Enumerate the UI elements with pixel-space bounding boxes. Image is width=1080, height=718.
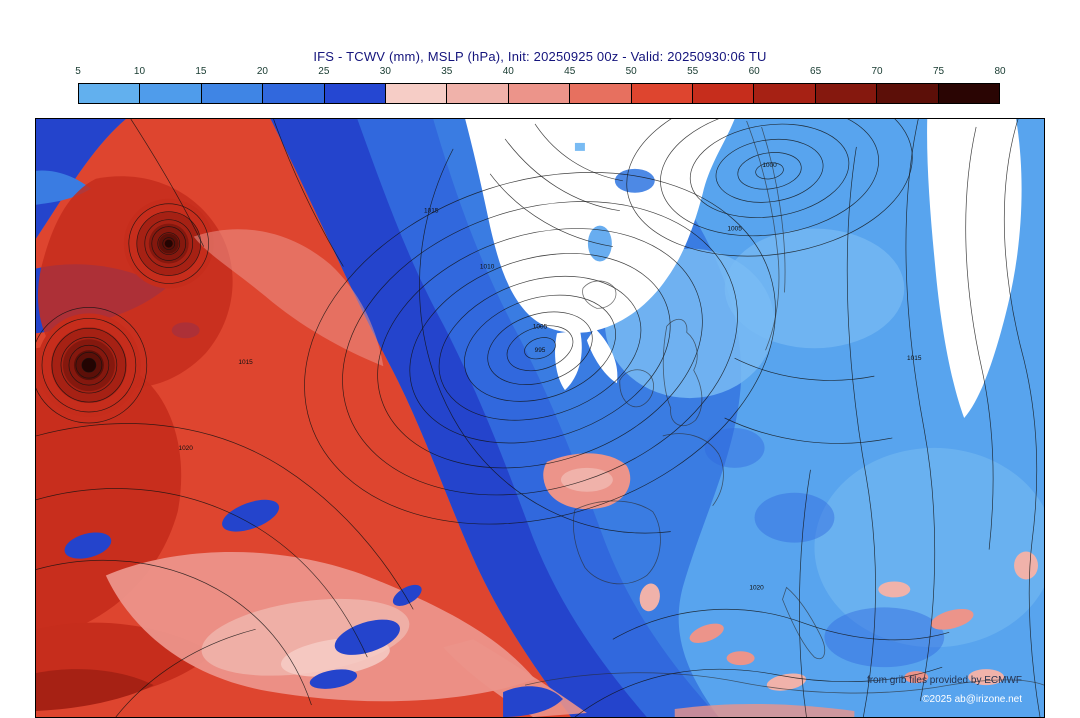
isobar-label: 1015 [238, 359, 253, 366]
tcwv-dry-white-strip [927, 119, 1022, 418]
isobar-label: 1015 [424, 208, 439, 215]
colorbar-tick: 20 [256, 66, 268, 77]
tcwv-dark-blue-band [270, 119, 647, 717]
colorbar: 5 10 15 20 25 30 35 40 45 50 55 60 65 70 75 80 [75, 66, 1006, 104]
isobar-label: 995 [535, 347, 546, 354]
tcwv-shading [36, 119, 1044, 717]
colorbar-tick: 25 [318, 66, 330, 77]
colorbar-segment [508, 84, 571, 103]
colorbar-tick: 60 [748, 66, 760, 77]
hurricane-vortex-2 [36, 313, 141, 418]
colorbar-segment [570, 84, 632, 103]
colorbar-tick: 5 [75, 66, 81, 77]
isobar-label: 1000 [762, 162, 777, 169]
colorbar-segment [938, 84, 1000, 103]
colorbar-tick: 40 [502, 66, 514, 77]
colorbar-tick: 30 [379, 66, 391, 77]
map-area: 995 1005 1010 1015 1000 1005 1015 1020 1015 1020 … [35, 118, 1045, 718]
isobar-label: 1010 [480, 264, 495, 271]
isobar-label: 1015 [907, 355, 922, 362]
colorbar-bar [78, 83, 1000, 104]
colorbar-tick: 80 [994, 66, 1006, 77]
isobar-label: 1005 [727, 226, 742, 233]
isobar-label: 1020 [749, 584, 764, 591]
isobar-label: 1020 [179, 445, 194, 452]
tcwv-mid-blue-band [357, 119, 719, 717]
colorbar-tick: 75 [932, 66, 945, 77]
colorbar-tick: 70 [871, 66, 883, 77]
colorbar-segment [447, 84, 509, 103]
colorbar-segment [386, 84, 448, 103]
weather-map-svg: 995 1005 1010 1015 1000 1005 1015 1020 1015 1020 [36, 119, 1044, 717]
isobar-label: 1005 [533, 323, 548, 330]
isobar-labels: 995 1005 1010 1015 1000 1005 1015 1020 1015 1020 [179, 162, 922, 592]
colorbar-tick: 35 [441, 66, 453, 77]
colorbar-segment [79, 84, 141, 103]
chart-title: IFS - TCWV (mm), MSLP (hPa), Init: 20250… [313, 49, 767, 64]
mslp-contours [36, 119, 1041, 717]
colorbar-segment [201, 84, 264, 103]
coastlines [524, 120, 1044, 694]
colorbar-tick: 15 [195, 66, 207, 77]
colorbar-segment [754, 84, 816, 103]
colorbar-segment [140, 84, 202, 103]
colorbar-tick: 10 [133, 66, 146, 77]
colorbar-segment [263, 84, 325, 103]
colorbar-tick: 45 [564, 66, 576, 77]
colorbar-segment [693, 84, 755, 103]
colorbar-segment [877, 84, 939, 103]
map-credits: from grib files provided by ECMWF ©2025 … [867, 671, 1022, 709]
credit-ecmwf: from grib files provided by ECMWF [866, 675, 1022, 686]
colorbar-tick: 55 [687, 66, 699, 77]
colorbar-ticks: 5 10 15 20 25 30 35 40 45 50 55 60 65 70 75 80 [75, 66, 1005, 83]
colorbar-tick: 65 [810, 66, 822, 77]
credit-copyright: ©2025 ab@irizone.net [922, 694, 1022, 705]
colorbar-segment [324, 84, 387, 103]
colorbar-segment [815, 84, 878, 103]
colorbar-segment [631, 84, 694, 103]
colorbar-tick: 50 [625, 66, 637, 77]
